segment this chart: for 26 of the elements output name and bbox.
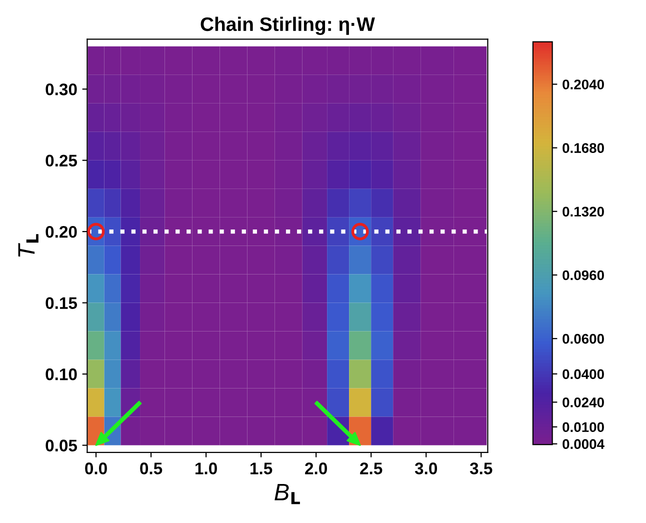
x-tick-label: 1.0 (196, 462, 217, 474)
color-bar-label: 0.0240 (562, 397, 604, 408)
x-axis-title: B$_{L}$ (274, 484, 300, 504)
x-tick-label: 2.0 (305, 462, 327, 474)
x-tick-label: 3.0 (414, 462, 438, 474)
x-tick-label: 0.5 (140, 462, 162, 474)
x-tick-label: 3.5 (470, 462, 492, 474)
x-tick-label: 0.0 (85, 462, 107, 474)
x-tick-label: 2.5 (360, 462, 382, 474)
y-tick-label: 0.20 (46, 226, 77, 238)
color-bar-label: 0.1680 (562, 143, 604, 153)
y-tick-label: 0.25 (46, 154, 78, 167)
y-tick-label: 0.15 (46, 297, 78, 309)
color-bar-label: 0.1320 (562, 206, 604, 217)
y-tick-label: 0.30 (46, 83, 77, 96)
color-bar-label: 0.0600 (562, 334, 604, 344)
color-bar-label: 0.2040 (562, 80, 604, 90)
y-axis-title: T$_{L}$ (18, 234, 38, 257)
color-bar-label: 0.0004 (562, 439, 604, 450)
x-tick-label: 1.5 (250, 462, 272, 474)
color-bar-label: 0.0960 (562, 270, 604, 280)
color-bar-label: 0.0100 (562, 422, 604, 432)
y-tick-label: 0.05 (46, 440, 78, 452)
chart-title: Chain Stirling: η·W (200, 16, 375, 36)
color-bar-label: 0.0400 (562, 369, 604, 380)
y-tick-label: 0.10 (46, 368, 77, 380)
